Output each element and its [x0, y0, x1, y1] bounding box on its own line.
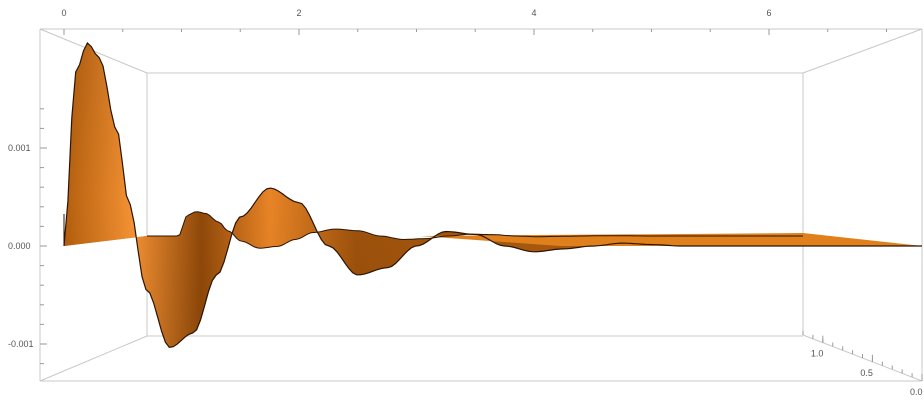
- z-tick-label: 0.001: [8, 143, 31, 153]
- z-tick-label: -0.001: [8, 339, 34, 349]
- y-tick-label: 0.0: [910, 387, 923, 397]
- z-tick-label: 0.000: [8, 241, 31, 251]
- back-edge-line: [147, 211, 803, 249]
- y-tick-label: 0.5: [860, 368, 873, 378]
- x-tick-label: 2: [296, 8, 301, 18]
- surface-top: [64, 43, 922, 348]
- surface: [63, 42, 922, 349]
- z-axis: 0.001 0.000 -0.001: [8, 108, 47, 365]
- y-axis: 1.0 0.5 0.0: [802, 331, 923, 397]
- x-tick-label: 4: [531, 8, 536, 18]
- x-tick-label: 0: [61, 8, 66, 18]
- x-tick-label: 6: [766, 8, 771, 18]
- front-edge-line: [63, 42, 922, 349]
- x-axis: 0 2 4 6: [61, 8, 887, 35]
- y-tick-label: 1.0: [811, 349, 824, 359]
